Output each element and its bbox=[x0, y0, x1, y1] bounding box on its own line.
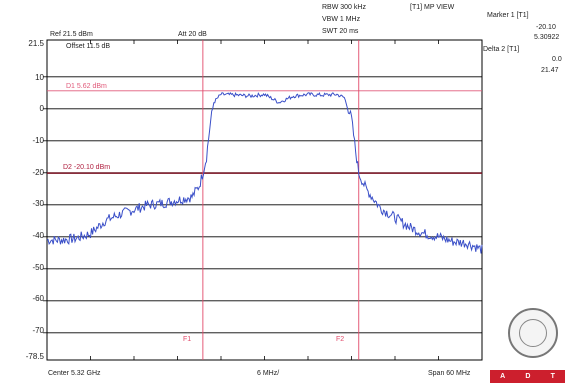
y-tick-label: -10 bbox=[32, 136, 44, 145]
logo-letter: D bbox=[525, 373, 531, 380]
marker1-value2: 5.30922 bbox=[534, 34, 560, 41]
display-lines bbox=[47, 40, 482, 360]
f2-marker-label: F2 bbox=[336, 336, 345, 343]
attenuation-label: Att 20 dB bbox=[178, 31, 207, 38]
y-tick-label: -70 bbox=[32, 326, 44, 335]
y-tick-label: -30 bbox=[32, 199, 44, 208]
y-tick-label: 0 bbox=[39, 104, 44, 113]
y-tick-label: -20 bbox=[32, 168, 44, 177]
y-tick-label: -40 bbox=[32, 231, 44, 240]
logo-letter: A bbox=[500, 373, 506, 380]
display-line-2-label: D2 -20.10 dBm bbox=[63, 164, 111, 171]
certification-seal bbox=[508, 308, 558, 358]
y-tick-label: 21.5 bbox=[28, 39, 44, 48]
display-line-1-label: D1 5.62 dBm bbox=[66, 83, 107, 90]
swt-label: SWT 20 ms bbox=[322, 28, 359, 35]
plot-frame bbox=[46, 39, 483, 361]
y-tick-label: 10 bbox=[35, 73, 44, 82]
delta2-value1: 0.0 bbox=[552, 56, 562, 63]
adt-logo: A D T bbox=[490, 370, 565, 383]
division-label: 6 MHz/ bbox=[257, 370, 280, 377]
ref-level-label: Ref 21.5 dBm bbox=[50, 31, 93, 38]
delta2-value2: 21.47 bbox=[541, 67, 559, 74]
plot-grid bbox=[43, 39, 483, 361]
delta2-title: Delta 2 [T1] bbox=[483, 46, 520, 53]
f1-marker-label: F1 bbox=[183, 336, 192, 343]
marker1-title: Marker 1 [T1] bbox=[487, 12, 529, 19]
view-label: [T1] MP VIEW bbox=[410, 4, 455, 11]
center-frequency-label: Center 5.32 GHz bbox=[48, 370, 101, 377]
rbw-label: RBW 300 kHz bbox=[322, 4, 366, 11]
span-label: Span 60 MHz bbox=[428, 370, 471, 377]
y-tick-label: -50 bbox=[32, 263, 44, 272]
offset-label: Offset 11.5 dB bbox=[66, 43, 111, 50]
logo-letter: T bbox=[550, 373, 555, 380]
y-tick-label: -60 bbox=[32, 294, 44, 303]
y-tick-label: -78.5 bbox=[25, 352, 44, 361]
marker1-value1: -20.10 bbox=[536, 24, 556, 31]
vbw-label: VBW 1 MHz bbox=[322, 16, 361, 23]
spectrum-trace bbox=[46, 91, 483, 254]
